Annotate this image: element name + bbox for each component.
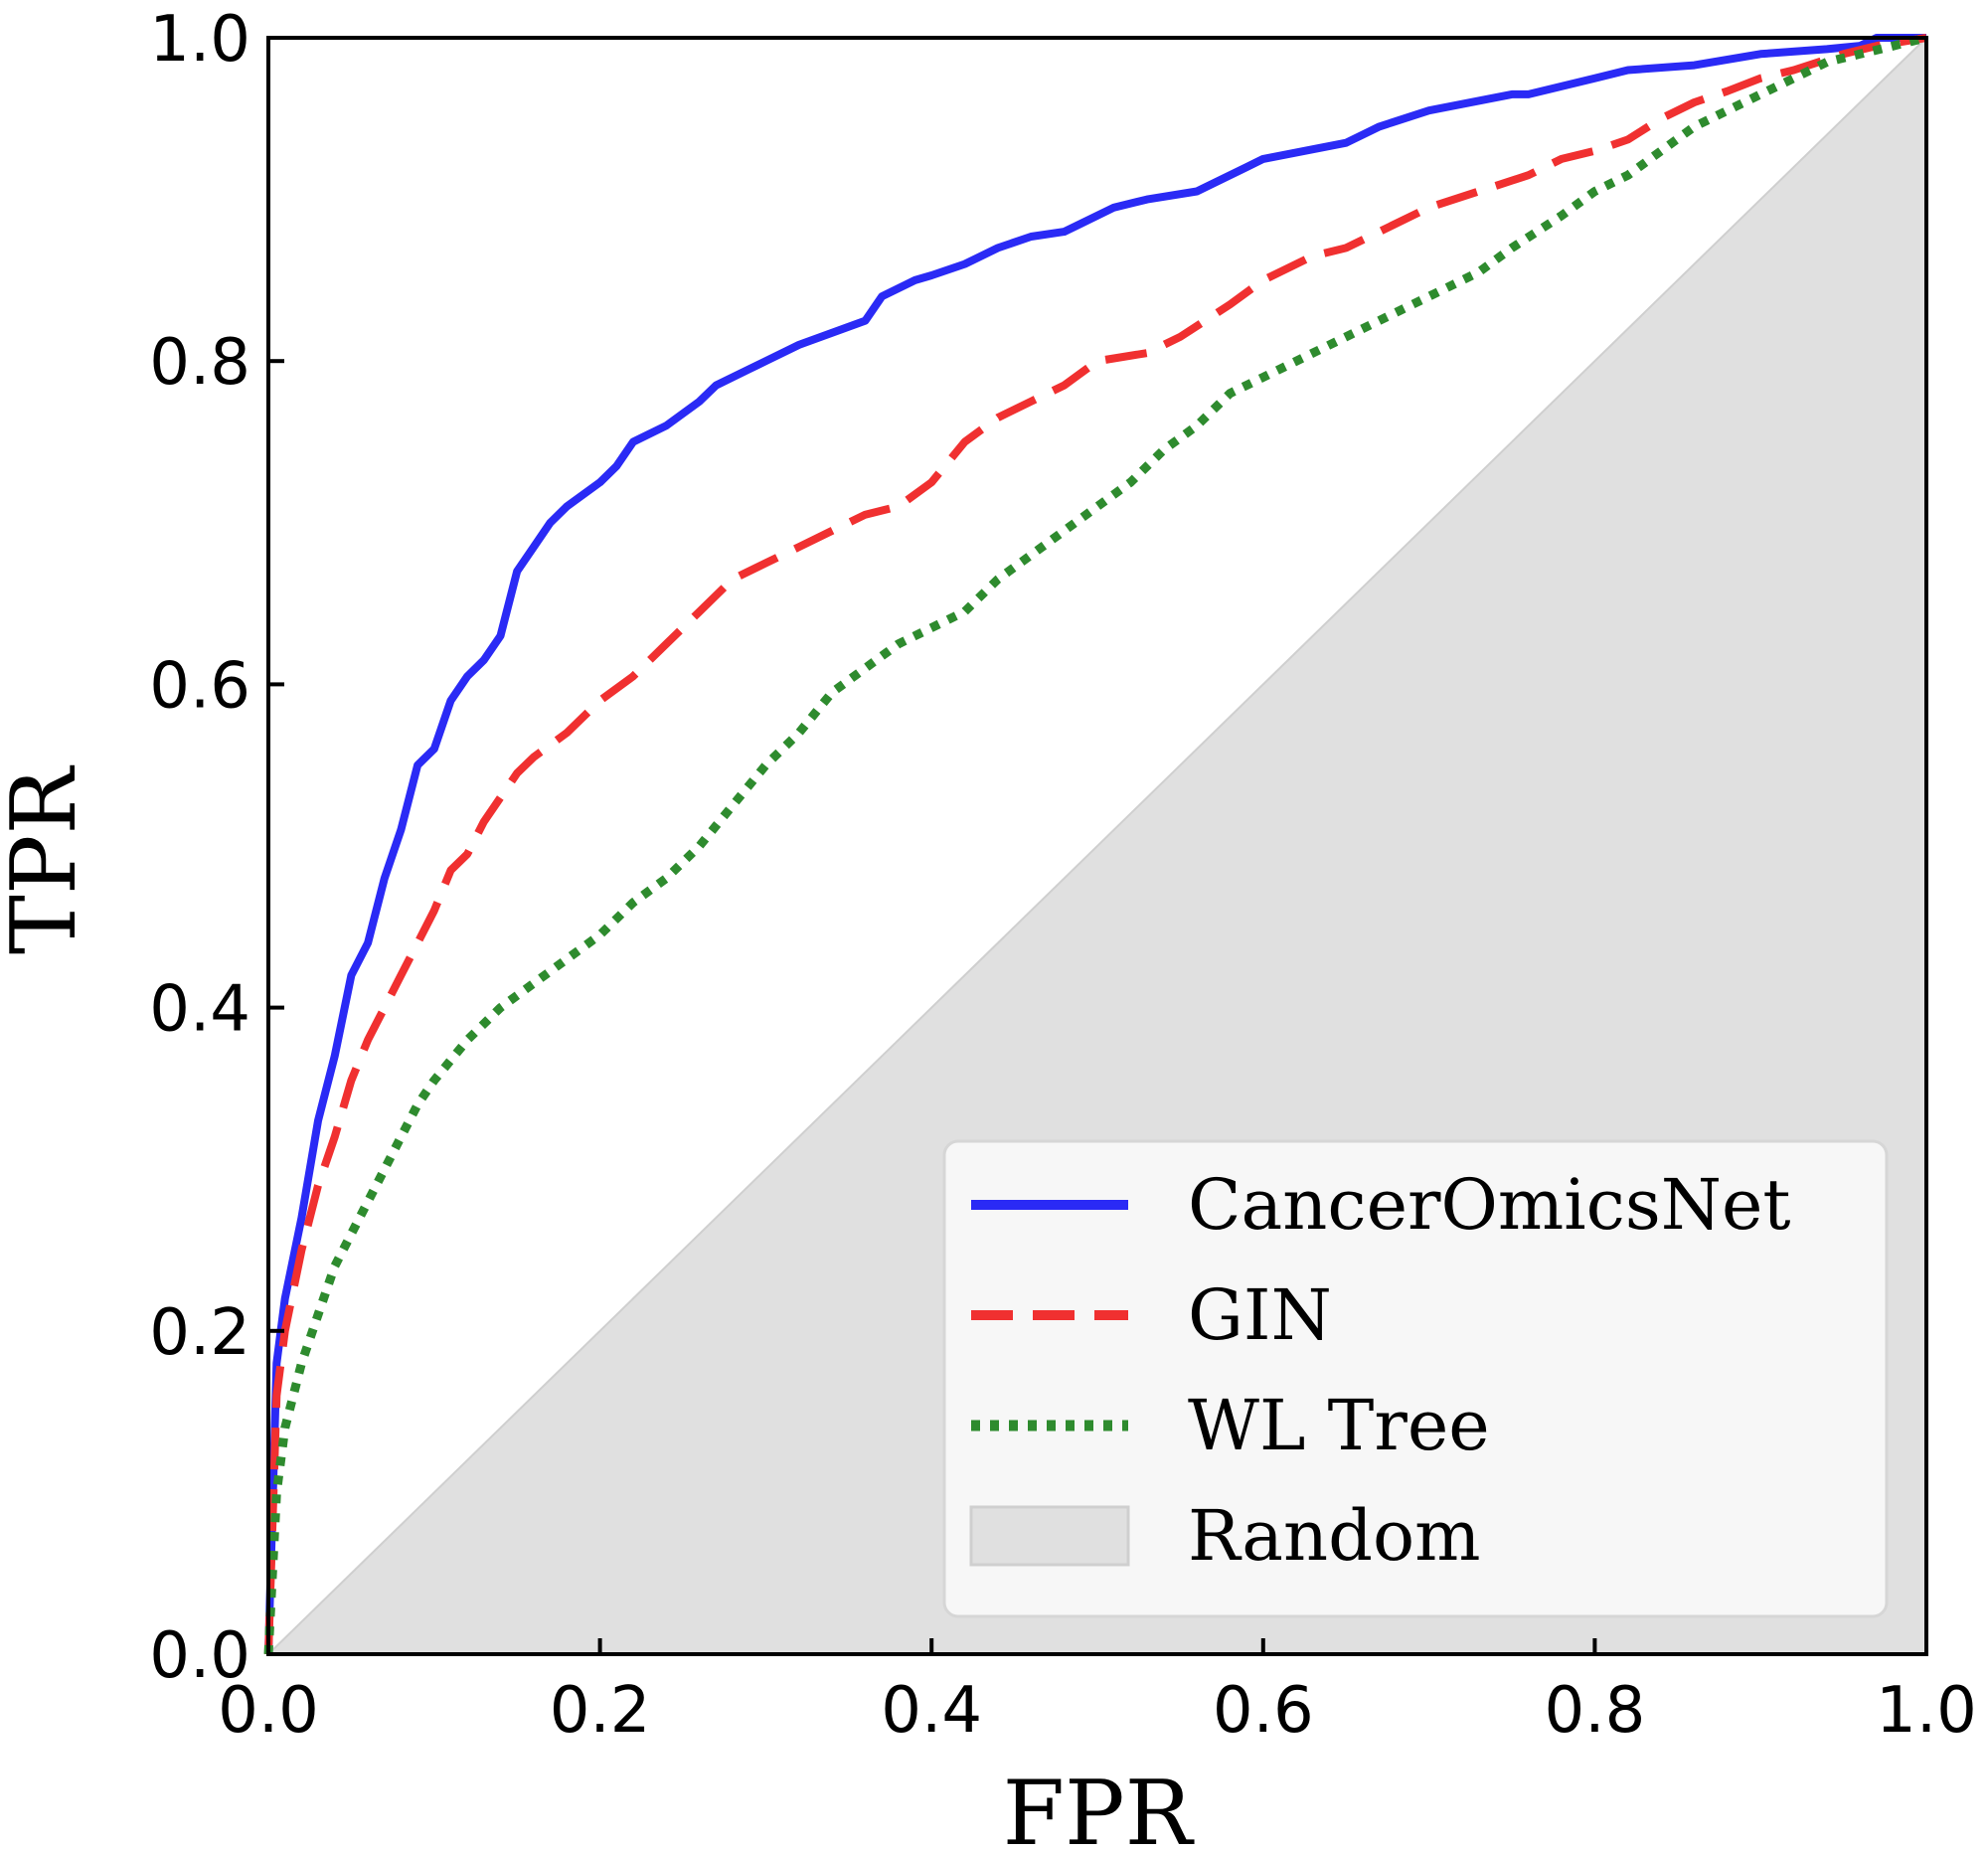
legend-swatch-random	[969, 1505, 1130, 1567]
series-line-wl-tree	[263, 33, 1928, 1655]
y-axis-title: TPR	[0, 765, 96, 955]
x-tick-label: 0.4	[881, 1674, 982, 1748]
y-tick-label: 0.4	[149, 973, 250, 1047]
legend-box	[942, 1139, 1889, 1618]
y-tick-label: 0.8	[149, 326, 250, 400]
series-line-canceromicsnet	[264, 34, 1926, 1655]
plot-frame	[266, 36, 1928, 1656]
y-tick-label: 0.2	[149, 1296, 250, 1370]
x-tick-label: 0.6	[1213, 1674, 1314, 1748]
legend-label: Random	[1188, 1495, 1480, 1577]
axes: 0.0 0.2 0.4 0.6 0.8 1.0 0.0 0.2 0.4 0.6 0.8 1.0	[149, 3, 1977, 1748]
x-tick-label: 0.2	[550, 1674, 651, 1748]
y-tick-label: 1.0	[149, 3, 250, 77]
legend: CancerOmicsNet GIN WL Tree Random	[942, 1139, 1889, 1618]
x-tick-label: 1.0	[1876, 1674, 1977, 1748]
y-tick-label: 0.0	[149, 1619, 250, 1693]
legend-label: CancerOmicsNet	[1188, 1164, 1791, 1246]
x-tick-label: 0.8	[1545, 1674, 1646, 1748]
series-line-gin	[264, 34, 1927, 1655]
legend-label: WL Tree	[1188, 1385, 1490, 1466]
x-tick-label: 0.0	[218, 1674, 319, 1748]
y-tick-label: 0.6	[149, 649, 250, 723]
x-axis-title: FPR	[1003, 1762, 1195, 1853]
legend-label: GIN	[1188, 1274, 1332, 1356]
